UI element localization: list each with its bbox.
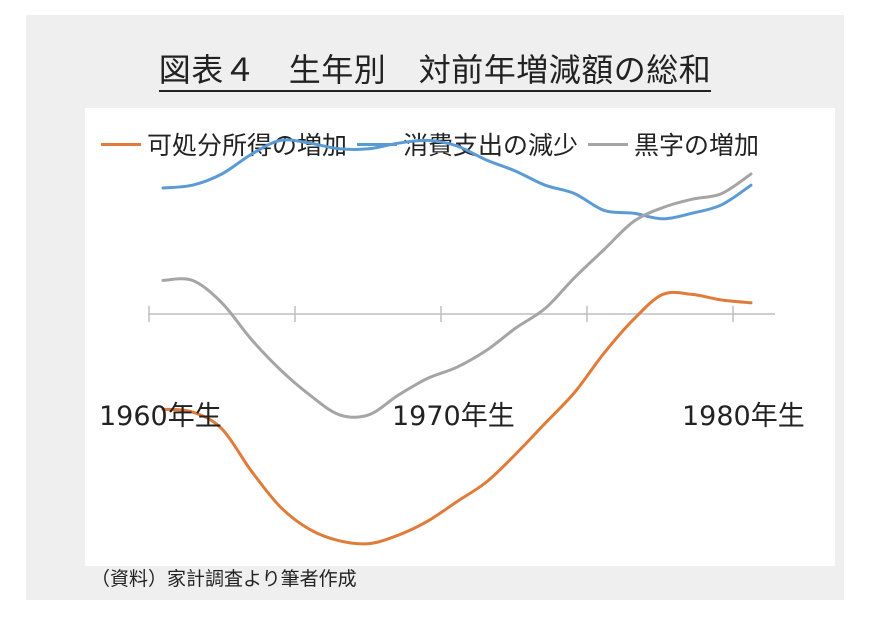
series-line-surplus xyxy=(161,172,753,419)
chart-title-text: 図表４ 生年別 対前年増減額の総和 xyxy=(158,51,712,92)
plot-area: 可処分所得の増加 消費支出の減少 黒字の増加 1960年生 1970年生 198… xyxy=(85,108,835,566)
legend-swatch-disposable-income xyxy=(101,142,141,146)
series-line-disposable-income xyxy=(161,290,753,546)
legend-label-disposable-income: 可処分所得の増加 xyxy=(147,131,348,160)
legend-item-consumption: 消費支出の減少 xyxy=(357,126,578,162)
chart-panel: 図表４ 生年別 対前年増減額の総和 可処分所得の増加 消費支出の減少 黒字の増加… xyxy=(26,15,844,600)
chart-title: 図表４ 生年別 対前年増減額の総和 xyxy=(26,45,844,92)
line-chart-svg xyxy=(148,138,775,546)
legend-item-surplus: 黒字の増加 xyxy=(588,126,759,162)
x-tick-label-1960: 1960年生 xyxy=(99,401,222,432)
x-tick-label-1970: 1970年生 xyxy=(392,401,515,432)
legend-swatch-surplus xyxy=(588,142,629,146)
series-line-consumption xyxy=(161,138,753,221)
legend-item-disposable-income: 可処分所得の増加 xyxy=(101,126,347,162)
legend-label-consumption: 消費支出の減少 xyxy=(403,131,579,160)
legend: 可処分所得の増加 消費支出の減少 黒字の増加 xyxy=(101,130,769,160)
source-note: （資料）家計調査より筆者作成 xyxy=(91,568,357,590)
legend-label-surplus: 黒字の増加 xyxy=(634,131,760,160)
legend-swatch-consumption xyxy=(357,142,398,146)
x-tick-label-1980: 1980年生 xyxy=(682,401,805,432)
